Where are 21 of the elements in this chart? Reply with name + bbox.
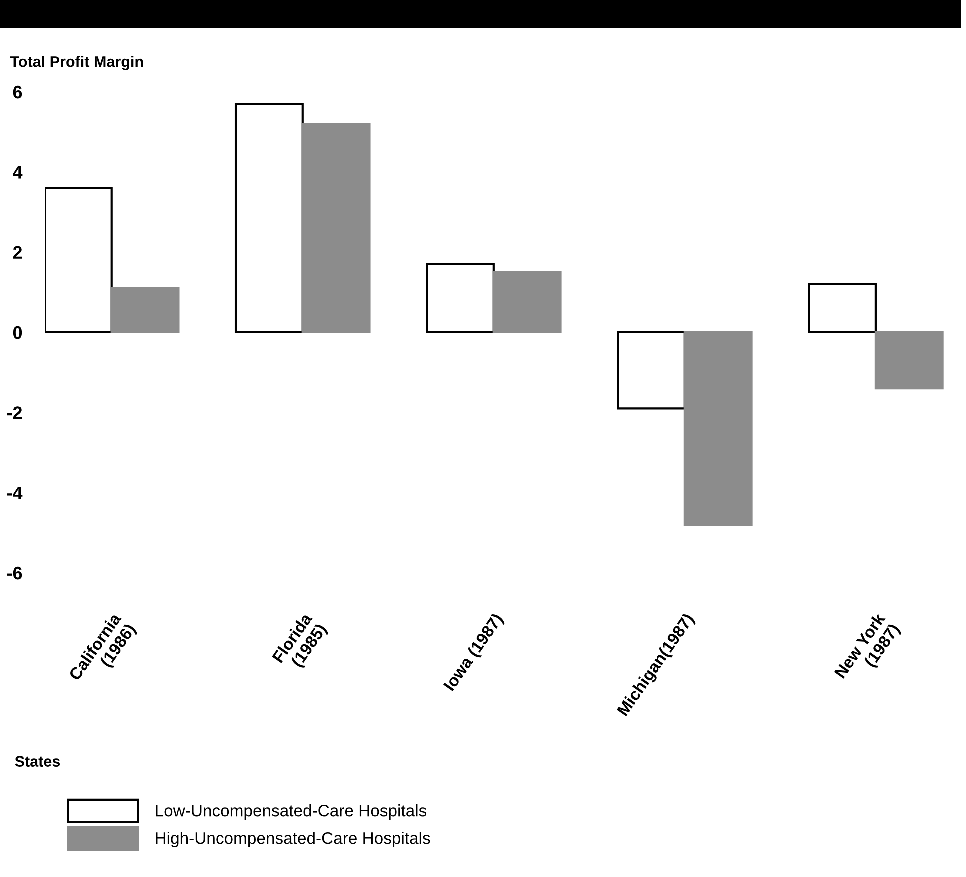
bar xyxy=(684,331,753,526)
y-tick-label: 0 xyxy=(13,326,22,340)
legend-label: Low-Uncompensated-Care Hospitals xyxy=(156,804,427,820)
y-tick-label: -6 xyxy=(7,566,22,580)
bar xyxy=(426,263,495,334)
bar xyxy=(45,187,113,334)
y-axis-title: Total Profit Margin xyxy=(10,56,144,70)
bar xyxy=(808,283,877,334)
bar xyxy=(874,331,944,390)
legend-label: High-Uncompensated-Care Hospitals xyxy=(156,832,430,848)
y-tick-label: 6 xyxy=(13,86,22,99)
bar xyxy=(617,331,686,410)
bar xyxy=(110,287,180,334)
bar xyxy=(302,123,371,334)
bar xyxy=(492,271,562,334)
y-tick-label: 4 xyxy=(13,166,23,179)
y-tick-label: -4 xyxy=(7,486,23,500)
x-axis-title: States xyxy=(15,756,60,767)
y-tick-label: -2 xyxy=(7,406,22,420)
y-tick-label: 2 xyxy=(13,246,22,259)
bar xyxy=(234,102,304,334)
